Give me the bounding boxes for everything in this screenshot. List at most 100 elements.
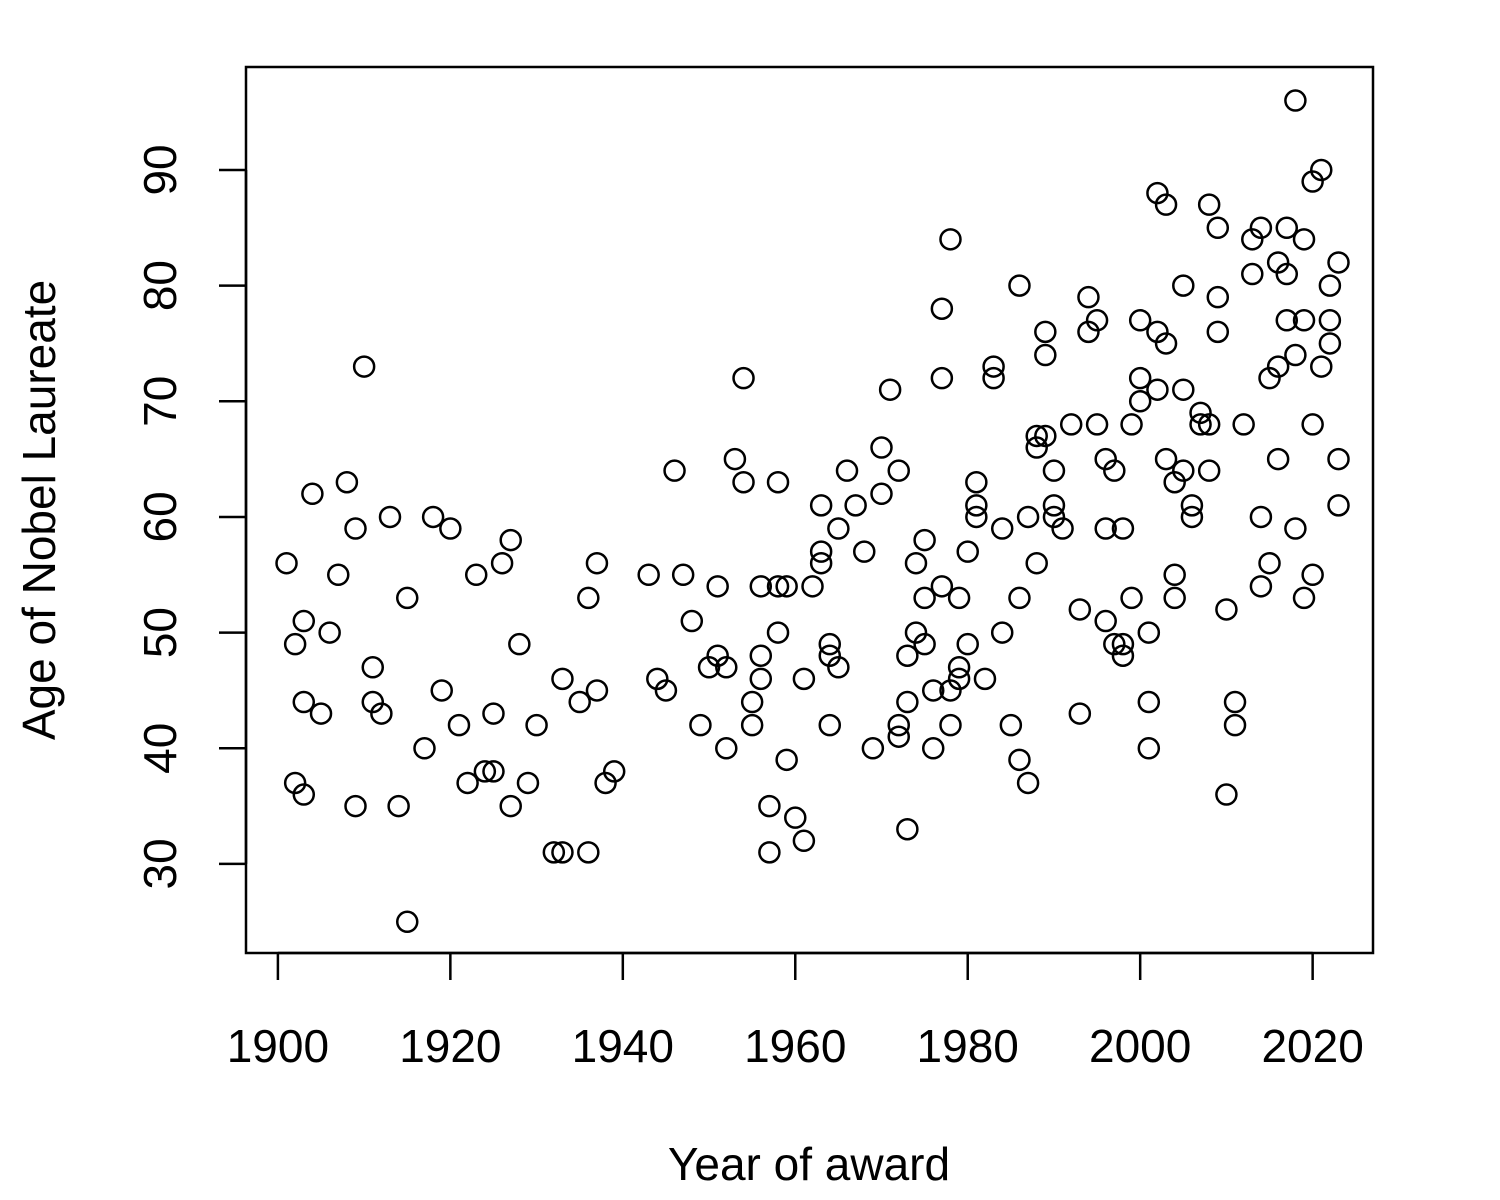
data-point: [309, 702, 333, 725]
data-point: [818, 713, 842, 737]
y-axis-label: Age of Nobel Laureate: [13, 280, 65, 740]
data-point: [1172, 274, 1195, 297]
data-point: [1275, 262, 1299, 286]
data-point: [654, 679, 678, 702]
x-tick-label: 1940: [572, 1020, 674, 1072]
data-point: [283, 632, 307, 656]
x-tick-label: 2020: [1261, 1020, 1363, 1072]
data-point: [378, 505, 402, 529]
data-point: [818, 632, 842, 656]
data-point: [1085, 309, 1109, 332]
data-point: [990, 621, 1014, 644]
data-point: [1137, 737, 1161, 760]
data-point: [1008, 274, 1031, 297]
data-point: [1034, 424, 1057, 448]
data-point: [749, 575, 773, 598]
data-point: [1077, 285, 1100, 309]
data-point: [1206, 320, 1230, 344]
data-point: [1249, 505, 1273, 529]
data-point: [1154, 193, 1178, 216]
data-point: [930, 575, 954, 598]
data-point: [1266, 447, 1290, 471]
data-point: [447, 713, 471, 737]
data-point: [990, 517, 1014, 540]
data-point: [965, 470, 988, 494]
data-point: [930, 366, 954, 390]
data-point: [1327, 447, 1350, 471]
data-point: [1223, 713, 1247, 737]
data-point: [792, 667, 816, 691]
data-point: [1197, 193, 1221, 216]
data-point: [1258, 551, 1281, 575]
data-point: [1197, 459, 1221, 482]
data-point: [1137, 690, 1161, 714]
data-point: [1310, 355, 1333, 378]
data-point: [973, 667, 997, 691]
data-point: [844, 494, 867, 517]
data-point: [1318, 274, 1342, 297]
data-point: [853, 540, 876, 563]
data-point: [1310, 158, 1333, 182]
data-point: [1189, 413, 1212, 436]
data-point: [896, 690, 919, 714]
data-point: [827, 517, 850, 540]
data-point: [1206, 285, 1230, 309]
data-point: [939, 713, 962, 737]
y-tick-label: 30: [134, 838, 186, 889]
data-point: [921, 679, 945, 702]
data-point: [1025, 551, 1048, 575]
y-tick-label: 80: [134, 260, 186, 311]
data-point: [318, 621, 341, 644]
data-point: [473, 760, 497, 783]
data-point: [1146, 378, 1169, 401]
data-point: [602, 760, 626, 783]
data-point: [292, 690, 316, 714]
data-point: [335, 470, 359, 494]
data-point: [801, 575, 824, 598]
data-point: [551, 841, 574, 864]
data-point: [1241, 262, 1264, 286]
data-point: [1180, 505, 1204, 529]
data-point: [1318, 309, 1342, 332]
data-point: [1016, 505, 1040, 529]
data-points: [275, 89, 1350, 934]
data-point: [1103, 459, 1126, 482]
data-point: [499, 794, 522, 818]
data-point: [637, 563, 660, 587]
data-point: [784, 806, 807, 829]
data-point: [1318, 332, 1342, 355]
data-point: [292, 783, 316, 806]
data-point: [947, 586, 971, 610]
x-tick-label: 2000: [1089, 1020, 1191, 1072]
data-point: [577, 841, 600, 864]
data-point: [1215, 783, 1238, 806]
data-point: [585, 551, 609, 575]
data-point: [1008, 586, 1031, 610]
x-axis: 1900 1920 1940 1960 1980 2000 2020: [227, 951, 1364, 1072]
y-tick-label: 40: [134, 723, 186, 774]
data-point: [740, 713, 764, 737]
data-point: [740, 690, 764, 714]
data-point: [1128, 366, 1152, 390]
data-point: [292, 609, 316, 633]
data-point: [1085, 413, 1109, 436]
data-point: [568, 690, 591, 714]
data-point: [766, 470, 790, 494]
data-point: [921, 737, 945, 760]
data-point: [1275, 309, 1299, 332]
data-point: [352, 355, 376, 378]
x-tick-label: 1900: [227, 1020, 329, 1072]
y-axis: 30 40 50 60 70 80 90: [134, 144, 248, 890]
data-point: [1206, 216, 1230, 240]
data-point: [930, 297, 954, 320]
data-point: [1059, 413, 1083, 436]
x-tick-label: 1960: [744, 1020, 846, 1072]
data-point: [1249, 575, 1273, 598]
data-point: [878, 378, 902, 401]
data-point: [395, 910, 419, 934]
data-point: [965, 494, 988, 517]
data-point: [758, 841, 781, 864]
data-point: [870, 482, 893, 506]
data-point: [430, 679, 453, 702]
